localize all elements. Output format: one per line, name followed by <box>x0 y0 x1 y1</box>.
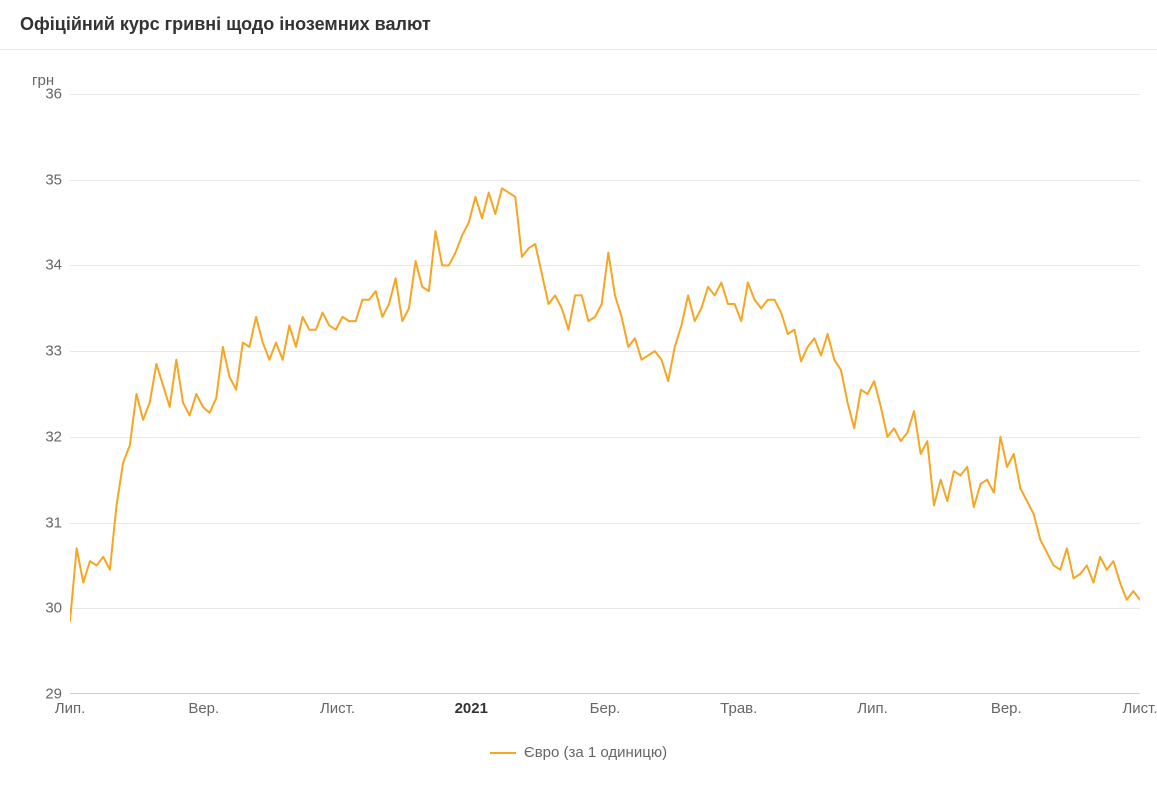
line-series <box>70 94 1140 694</box>
y-tick-label: 31 <box>45 514 62 531</box>
x-tick-label: Вер. <box>991 700 1022 717</box>
y-tick-label: 34 <box>45 257 62 274</box>
legend-label: Євро (за 1 одиницю) <box>524 744 667 761</box>
x-tick-label: Бер. <box>590 700 621 717</box>
divider <box>0 49 1157 50</box>
y-tick-label: 32 <box>45 428 62 445</box>
x-tick-label: Лип. <box>857 700 888 717</box>
page-title: Офіційний курс гривні щодо іноземних вал… <box>20 14 1137 49</box>
x-tick-label: Лист. <box>1122 700 1157 717</box>
x-tick-label: Вер. <box>188 700 219 717</box>
plot-area <box>70 94 1140 694</box>
x-axis: Лип.Вер.Лист.2021Бер.Трав.Лип.Вер.Лист. <box>70 700 1140 724</box>
x-tick-label: 2021 <box>455 700 488 717</box>
x-tick-label: Лист. <box>320 700 355 717</box>
y-tick-label: 36 <box>45 86 62 103</box>
legend: Євро (за 1 одиницю) <box>20 744 1137 761</box>
y-tick-label: 30 <box>45 600 62 617</box>
y-axis: 2930313233343536 <box>20 94 68 694</box>
x-tick-label: Трав. <box>720 700 757 717</box>
legend-line-icon <box>490 752 516 754</box>
x-tick-label: Лип. <box>55 700 86 717</box>
y-tick-label: 35 <box>45 171 62 188</box>
chart-container: Офіційний курс гривні щодо іноземних вал… <box>0 0 1157 803</box>
y-tick-label: 33 <box>45 343 62 360</box>
